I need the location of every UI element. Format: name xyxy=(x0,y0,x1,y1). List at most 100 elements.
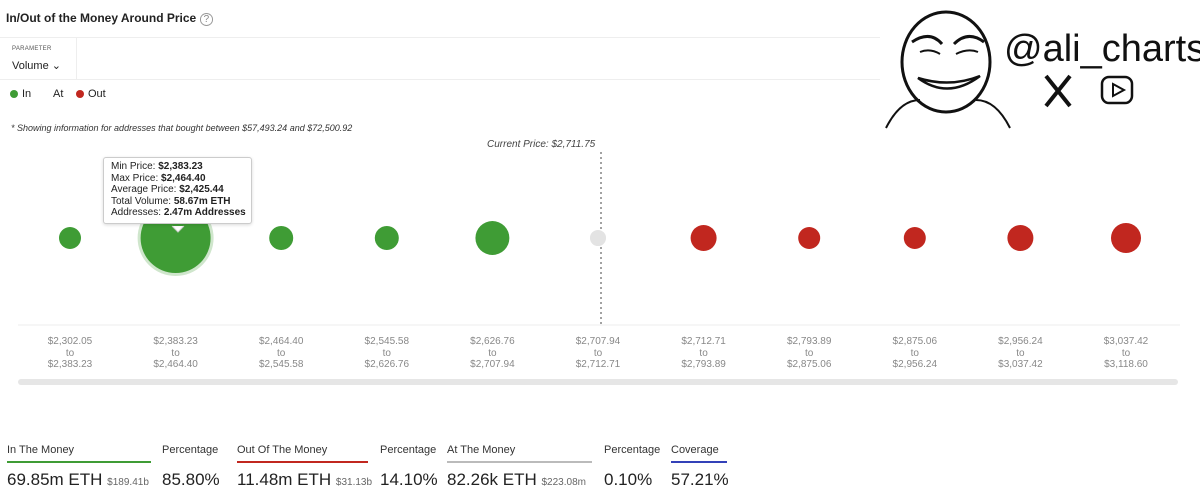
tooltip-row: Min Price: $2,383.23 xyxy=(111,161,251,173)
range-from: $3,037.42 xyxy=(1103,336,1149,347)
range-to-word: to xyxy=(1016,347,1025,359)
range-to: $2,793.89 xyxy=(681,359,726,370)
stat-value: 0.10% xyxy=(604,470,652,490)
stat-number: 85.80% xyxy=(162,470,220,489)
range-from: $2,707.94 xyxy=(575,336,621,347)
stat-value: 69.85m ETH $189.41b xyxy=(7,470,149,490)
tooltip-label: Addresses: xyxy=(111,207,162,219)
range-label: $3,037.42 to $3,118.60 xyxy=(1081,336,1171,371)
range-label: $2,712.71 to $2,793.89 xyxy=(659,336,749,371)
tooltip: Min Price: $2,383.23 Max Price: $2,464.40… xyxy=(103,157,252,224)
stat-label: Percentage xyxy=(604,444,661,456)
bubble[interactable] xyxy=(690,224,717,252)
range-label: $2,464.40 to $2,545.58 xyxy=(236,336,326,371)
tooltip-value: $2,383.23 xyxy=(158,161,203,172)
range-to: $3,118.60 xyxy=(1104,359,1148,370)
range-to-word: to xyxy=(805,347,814,359)
tooltip-pointer xyxy=(171,225,185,233)
tooltip-row: Max Price: $2,464.40 xyxy=(111,173,251,185)
tooltip-label: Total Volume: xyxy=(111,195,172,207)
face xyxy=(900,10,992,114)
stat-number: 11.48m ETH xyxy=(237,470,332,489)
stat-sub: $31.13b xyxy=(335,477,373,488)
range-to: $2,545.58 xyxy=(258,359,304,370)
parameter-value: Volume xyxy=(12,60,49,72)
stat-label: Percentage xyxy=(162,444,219,456)
range-to-word: to xyxy=(910,347,919,359)
range-to: $2,626.76 xyxy=(364,359,410,370)
stat-label: Out Of The Money xyxy=(237,444,368,463)
legend-dot xyxy=(76,90,84,98)
range-label: $2,875.06 to $2,956.24 xyxy=(870,336,960,371)
legend-dot xyxy=(10,90,18,98)
range-from: $2,302.05 xyxy=(47,336,93,347)
range-label: $2,302.05 to $2,383.23 xyxy=(25,336,115,371)
stat-number: 57.21% xyxy=(671,470,729,489)
stat-value: 11.48m ETH $31.13b xyxy=(237,470,372,490)
stat-sub: $223.08m xyxy=(541,477,586,488)
help-icon[interactable]: ? xyxy=(199,13,214,26)
range-from: $2,712.71 xyxy=(681,336,726,347)
stat-label: Coverage xyxy=(671,444,727,463)
stat-value: 14.10% xyxy=(380,470,438,490)
stat-number: 14.10% xyxy=(380,470,438,489)
eyes xyxy=(919,49,979,55)
play-icon xyxy=(1112,82,1127,98)
bubble[interactable] xyxy=(269,225,294,251)
range-from: $2,875.06 xyxy=(892,336,938,347)
bubble[interactable] xyxy=(475,221,510,255)
range-to: $2,464.40 xyxy=(153,359,198,370)
parameter-select[interactable]: Volume ⌄ xyxy=(12,60,61,72)
tooltip-row: Addresses: 2.47m Addresses xyxy=(111,207,251,219)
range-to-word: to xyxy=(699,347,708,359)
stat-label: Percentage xyxy=(380,444,437,456)
tooltip-value: $2,464.40 xyxy=(161,172,206,184)
stat-value: 57.21% xyxy=(671,470,729,490)
stat-sub: $189.41b xyxy=(107,477,149,488)
stat-number: 69.85m ETH xyxy=(7,470,103,489)
tooltip-row: Average Price: $2,425.44 xyxy=(111,184,251,196)
range-from: $2,545.58 xyxy=(364,336,410,347)
legend-label[interactable]: At xyxy=(53,88,64,100)
range-to-word: to xyxy=(65,347,75,359)
range-label: $2,956.24 to $3,037.42 xyxy=(975,336,1065,371)
divider xyxy=(76,37,77,79)
legend-label[interactable]: In xyxy=(22,88,32,100)
range-to-word: to xyxy=(593,347,603,359)
tooltip-value: 58.67m ETH xyxy=(173,195,231,207)
brows xyxy=(911,35,985,46)
range-to: $3,037.42 xyxy=(998,359,1043,370)
legend-label[interactable]: Out xyxy=(88,88,106,100)
bubble[interactable] xyxy=(374,225,399,251)
watermark xyxy=(880,0,1200,135)
grin xyxy=(917,74,981,90)
range-to-word: to xyxy=(171,347,180,359)
note: * Showing information for addresses that… xyxy=(11,123,353,133)
current-price: Current Price: $2,711.75 xyxy=(487,139,596,150)
divider xyxy=(0,79,880,80)
tooltip-value: 2.47m Addresses xyxy=(163,207,246,219)
bubble[interactable] xyxy=(798,226,821,250)
range-label: $2,793.89 to $2,875.06 xyxy=(764,336,854,371)
stat-number: 0.10% xyxy=(604,470,653,489)
range-to: $2,956.24 xyxy=(892,359,938,370)
bubble[interactable] xyxy=(589,229,607,247)
range-from: $2,956.24 xyxy=(998,336,1043,347)
scrollbar[interactable] xyxy=(18,379,1178,385)
range-label: $2,545.58 to $2,626.76 xyxy=(342,336,432,371)
tooltip-value: $2,425.44 xyxy=(179,184,224,196)
x-icon[interactable] xyxy=(1044,74,1072,108)
bubble[interactable] xyxy=(1007,224,1034,252)
stat-label: At The Money xyxy=(447,444,592,463)
shoulders xyxy=(885,99,1011,129)
youtube-icon[interactable] xyxy=(1100,75,1134,105)
range-to-word: to xyxy=(277,347,286,359)
bubble[interactable] xyxy=(903,226,926,250)
title-text: In/Out of the Money Around Price xyxy=(6,11,197,25)
range-from: $2,626.76 xyxy=(470,336,515,347)
tooltip-label: Average Price: xyxy=(111,184,177,196)
bubble[interactable] xyxy=(58,226,82,250)
bubble[interactable] xyxy=(1110,222,1142,254)
